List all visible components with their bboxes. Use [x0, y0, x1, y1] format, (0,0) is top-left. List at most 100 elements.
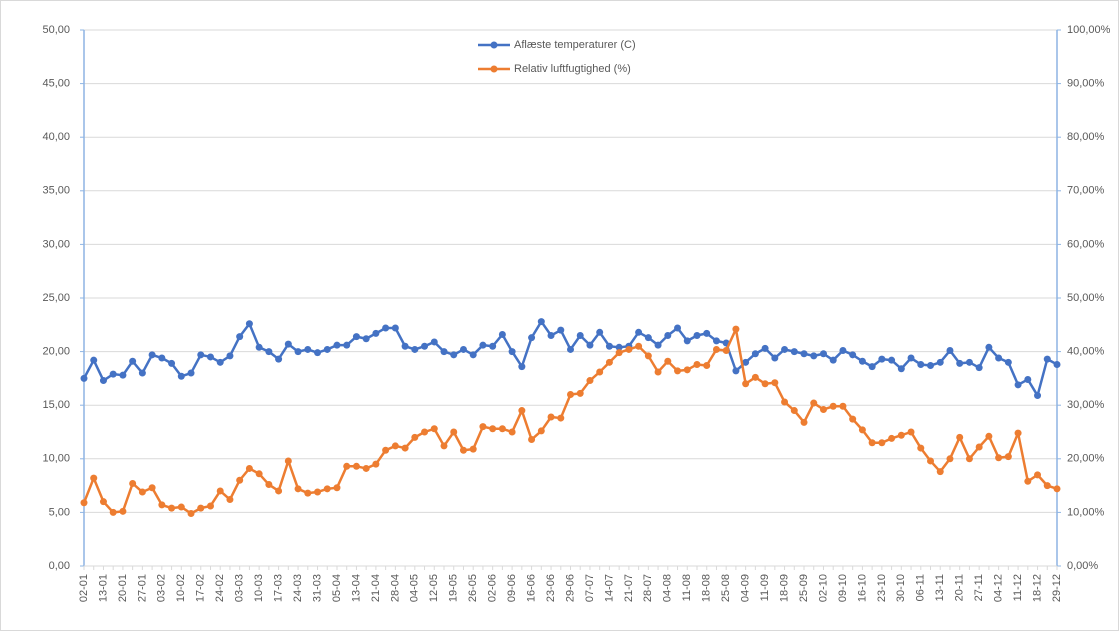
data-point — [576, 332, 584, 340]
data-point — [236, 476, 244, 484]
data-point — [168, 504, 176, 512]
data-point — [314, 488, 322, 496]
data-point — [888, 356, 896, 364]
x-tick-label: 04-12 — [993, 574, 1005, 602]
x-tick-label: 27-11 — [973, 574, 985, 601]
data-point — [586, 341, 594, 349]
data-point — [421, 342, 429, 350]
data-point — [226, 352, 234, 360]
data-point — [528, 436, 536, 444]
data-point — [576, 389, 584, 397]
data-point — [304, 489, 312, 497]
data-point — [975, 364, 983, 372]
data-point — [284, 340, 292, 348]
y-tick-label: 25,00 — [42, 292, 70, 304]
y-tick-label: 45,00 — [42, 78, 70, 90]
data-point — [683, 337, 691, 345]
x-tick-label: 10-03 — [253, 574, 265, 602]
data-point — [99, 498, 107, 506]
data-point — [226, 496, 234, 504]
data-point — [1014, 429, 1022, 437]
data-point — [430, 425, 438, 433]
data-point — [508, 348, 516, 356]
data-point — [255, 470, 263, 478]
data-point — [985, 343, 993, 351]
y2-tick-label: 70,00% — [1067, 185, 1105, 197]
y2-tick-label: 80,00% — [1067, 131, 1105, 143]
data-point — [352, 333, 360, 341]
legend-label: Aflæste temperaturer (C) — [514, 39, 636, 51]
data-point — [206, 353, 214, 361]
data-point — [586, 377, 594, 385]
data-point — [450, 351, 458, 359]
data-point — [168, 359, 176, 367]
data-point — [712, 345, 720, 353]
data-point — [742, 358, 750, 366]
data-point — [177, 372, 185, 380]
y-tick-label: 5,00 — [49, 506, 70, 518]
x-tick-label: 02-01 — [78, 574, 90, 602]
data-point — [158, 501, 166, 509]
data-point — [489, 425, 497, 433]
data-point — [693, 332, 701, 340]
data-point — [362, 464, 370, 472]
data-point — [323, 485, 331, 493]
data-point — [1034, 392, 1042, 400]
data-point — [936, 468, 944, 476]
data-point — [275, 487, 283, 495]
x-tick-label: 19-05 — [448, 574, 460, 602]
x-tick-label: 14-07 — [603, 574, 615, 602]
x-tick-label: 04-05 — [409, 574, 421, 602]
data-point — [245, 464, 253, 472]
data-point — [158, 354, 166, 362]
data-point — [537, 318, 545, 326]
data-point — [537, 427, 545, 435]
data-point — [781, 398, 789, 406]
data-point — [245, 320, 253, 328]
data-point — [732, 325, 740, 333]
data-point — [391, 442, 399, 450]
data-point — [138, 369, 146, 377]
data-point — [498, 330, 506, 338]
data-point — [936, 358, 944, 366]
data-point — [868, 439, 876, 447]
data-point — [1004, 358, 1012, 366]
y-tick-label: 15,00 — [42, 399, 70, 411]
x-tick-label: 29-06 — [564, 574, 576, 602]
data-point — [644, 334, 652, 342]
data-point — [352, 462, 360, 470]
x-tick-label: 23-10 — [876, 574, 888, 602]
x-tick-label: 25-09 — [798, 574, 810, 602]
data-point — [917, 360, 925, 368]
data-point — [703, 329, 711, 337]
x-tick-label: 21-04 — [370, 574, 382, 602]
data-point — [917, 444, 925, 452]
data-point — [878, 439, 886, 447]
data-point — [411, 345, 419, 353]
data-point — [138, 488, 146, 496]
y-tick-label: 20,00 — [42, 346, 70, 358]
data-point — [187, 369, 195, 377]
data-point — [197, 351, 205, 359]
data-point — [547, 332, 555, 340]
data-point — [372, 329, 380, 337]
data-point — [109, 508, 117, 516]
y2-tick-label: 20,00% — [1067, 453, 1105, 465]
data-point — [90, 356, 98, 364]
data-point — [459, 345, 467, 353]
y2-tick-label: 60,00% — [1067, 238, 1105, 250]
data-point — [965, 358, 973, 366]
data-point — [615, 349, 623, 357]
data-point — [362, 335, 370, 343]
y-tick-label: 0,00 — [49, 560, 70, 572]
data-point — [557, 414, 565, 422]
data-point — [197, 504, 205, 512]
x-tick-label: 20-01 — [117, 574, 129, 602]
data-point — [858, 426, 866, 434]
data-point — [712, 337, 720, 345]
data-point — [927, 457, 935, 465]
data-point — [927, 362, 935, 370]
data-point — [567, 345, 574, 353]
